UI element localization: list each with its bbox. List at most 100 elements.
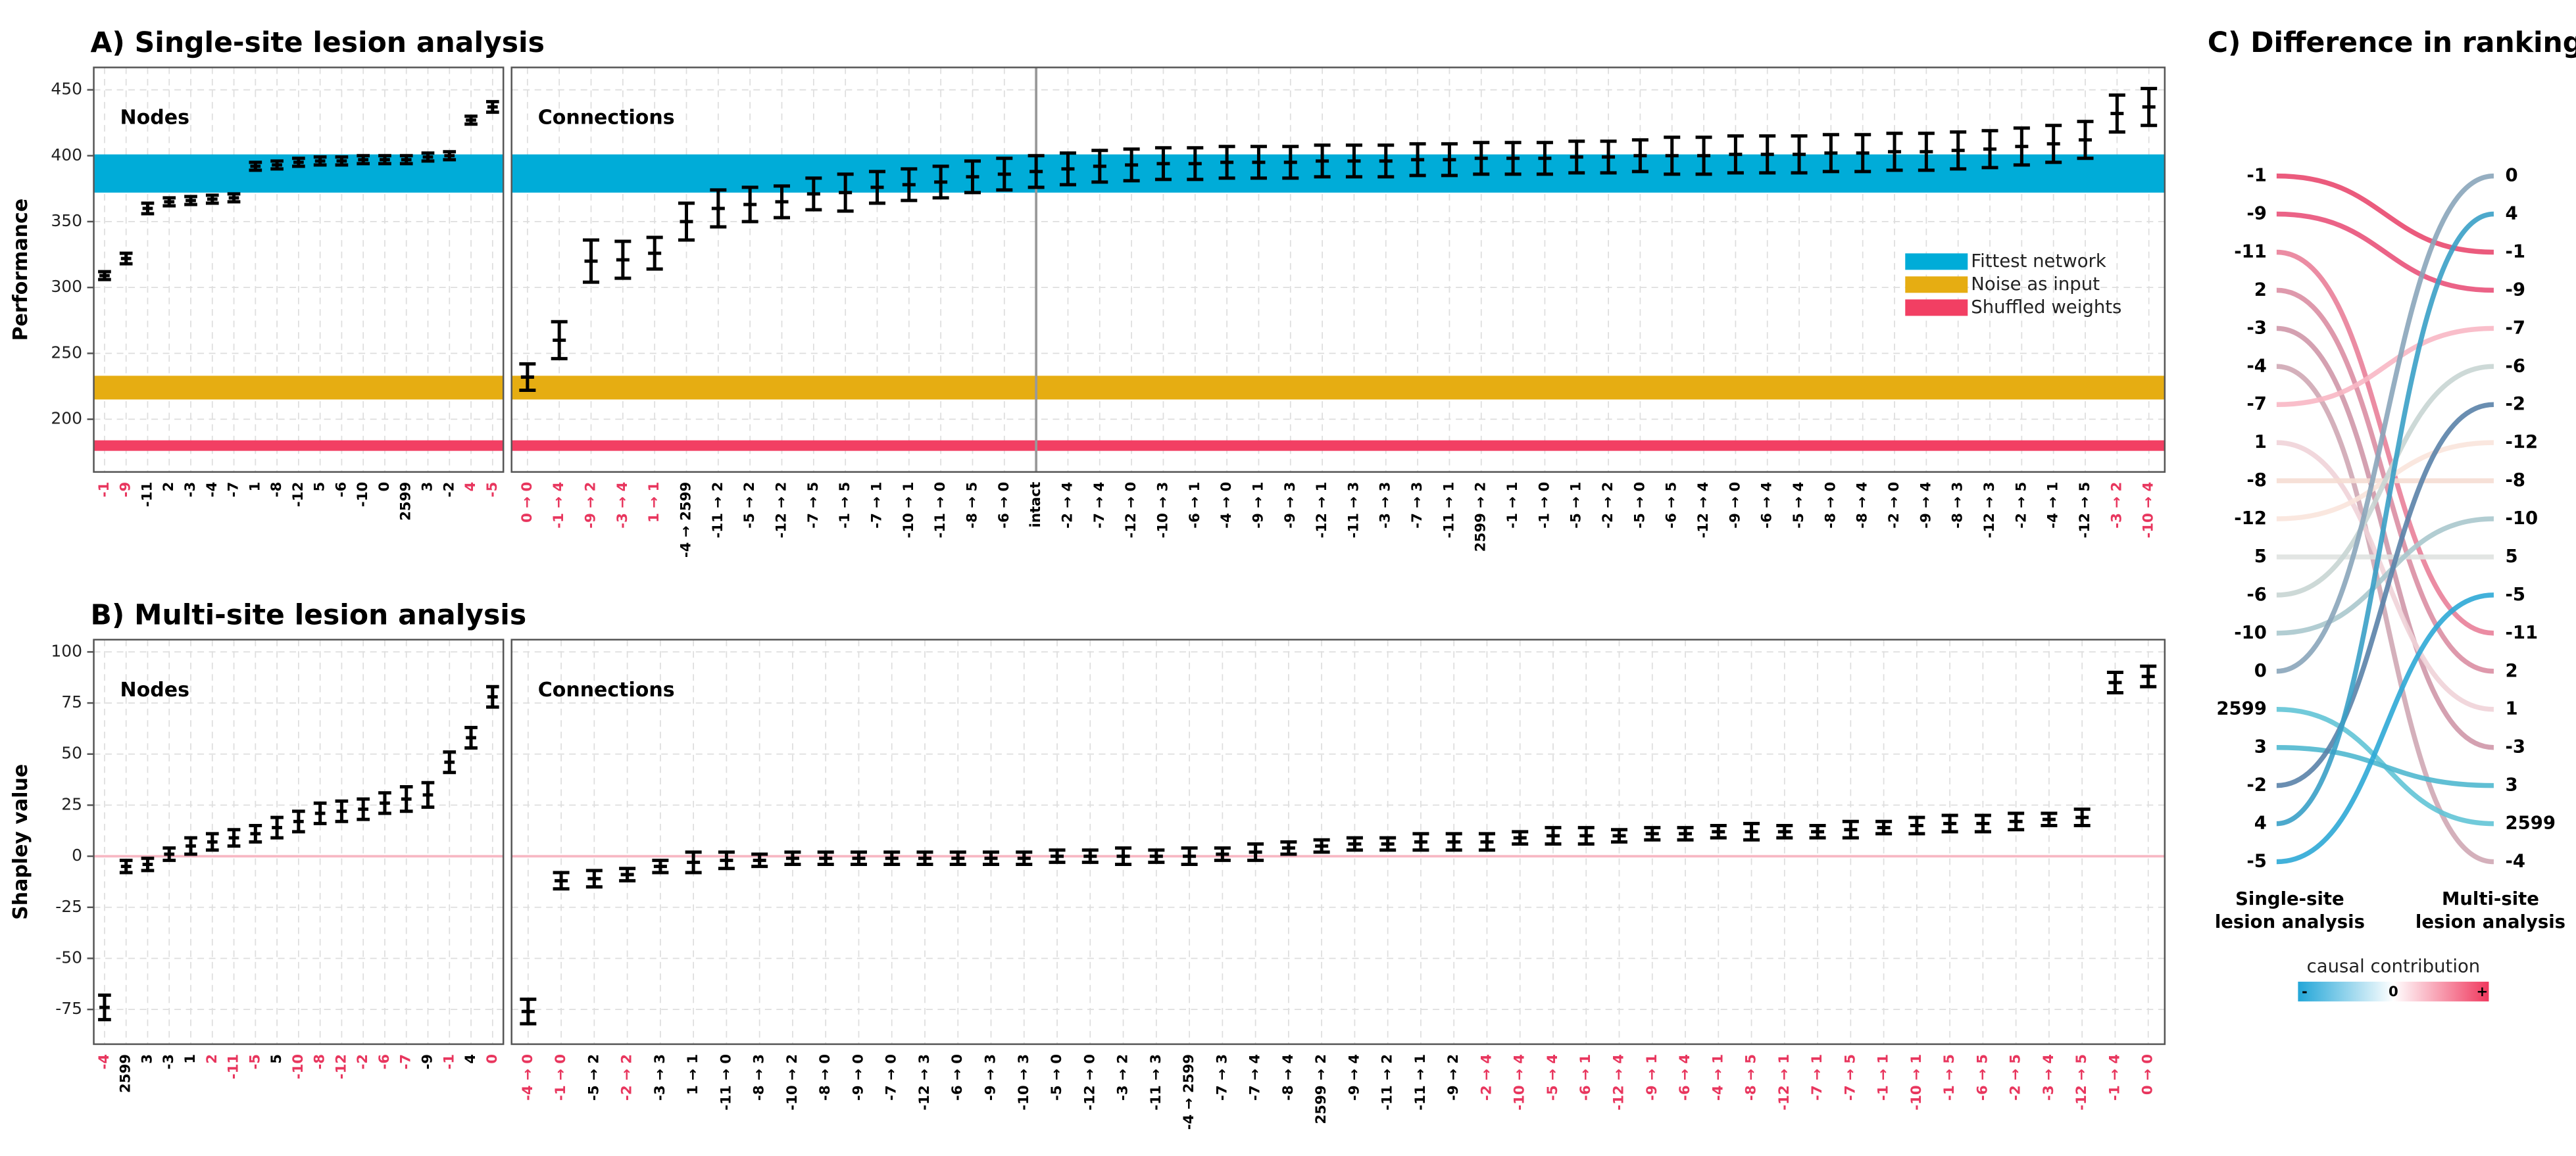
error-bar — [718, 850, 735, 871]
error-bar — [1644, 826, 1661, 842]
x-tick-label: 5 — [312, 482, 328, 492]
x-tick-label: -1 → 5 — [1941, 1054, 1958, 1101]
x-tick-label: -1 — [96, 482, 112, 498]
error-bar — [585, 869, 603, 889]
error-bar — [1664, 135, 1681, 176]
error-bar — [162, 846, 176, 862]
error-bar — [205, 193, 219, 205]
x-tick-label: -11 → 1 — [1412, 1054, 1429, 1111]
colorbar-label: + — [2477, 984, 2489, 1000]
x-tick-label: -2 → 5 — [2013, 482, 2029, 529]
x-tick-label: intact — [1028, 482, 1044, 528]
x-tick-label: -10 → 1 — [1908, 1054, 1925, 1111]
x-tick-label: -5 → 0 — [1631, 482, 1648, 529]
error-bar — [1950, 130, 1967, 171]
left-rank-label: 1 — [2254, 431, 2267, 452]
left-rank-label: -9 — [2246, 203, 2267, 224]
x-tick-label: -12 → 1 — [1314, 482, 1330, 539]
error-bar — [1280, 840, 1297, 856]
error-bar — [1809, 823, 1826, 840]
error-bar — [227, 192, 241, 204]
plot-frame — [510, 638, 2166, 1046]
y-tick-label: 200 — [51, 409, 82, 428]
error-bar — [1247, 842, 1264, 862]
x-tick-label: -5 → 4 — [1791, 482, 1807, 529]
legend-label: Fittest network — [1971, 251, 2106, 272]
x-tick-label: -6 → 5 — [1974, 1054, 1991, 1101]
error-bar — [141, 201, 155, 216]
left-rank-label: -3 — [2246, 317, 2267, 338]
error-bar — [1842, 819, 1859, 840]
x-tick-label: 4 — [462, 1054, 479, 1064]
x-tick-label: -1 — [441, 1054, 457, 1070]
error-bar — [964, 159, 981, 195]
left-column-title: lesion analysis — [2215, 911, 2365, 932]
colorbar-title: causal contribution — [2307, 955, 2481, 976]
x-tick-label: -4 — [96, 1054, 112, 1070]
error-bar — [1218, 145, 1235, 180]
right-rank-label: -4 — [2505, 851, 2525, 872]
x-tick-label: -12 → 5 — [2073, 1054, 2090, 1111]
error-bar — [162, 196, 176, 208]
x-tick-label: -6 — [333, 482, 349, 498]
rank-link — [2276, 211, 2494, 293]
y-tick-label: 250 — [51, 343, 82, 362]
x-tick-label: -2 → 2 — [619, 1054, 635, 1101]
error-bar — [1181, 846, 1198, 867]
x-tick-label: -9 → 0 — [1727, 482, 1743, 529]
error-bar — [2041, 811, 2058, 827]
error-bar — [335, 799, 349, 823]
y-tick-label: 50 — [61, 744, 82, 763]
error-bar — [1875, 819, 1893, 836]
error-bar — [519, 362, 536, 392]
error-bar — [378, 154, 391, 166]
x-tick-label: -4 → 0 — [1218, 482, 1235, 529]
error-bar — [784, 850, 801, 867]
colorbar-label: 0 — [2389, 984, 2398, 1000]
left-rank-label: 0 — [2254, 660, 2267, 681]
y-tick-label: -25 — [55, 897, 82, 916]
colorbar-label: - — [2302, 984, 2308, 1000]
x-tick-label: -6 → 1 — [1187, 482, 1203, 529]
error-bar — [1409, 142, 1426, 178]
x-tick-label: -4 → 2599 — [1181, 1054, 1197, 1130]
left-rank-label: -12 — [2234, 508, 2267, 529]
x-tick-label: 2 — [161, 482, 177, 492]
left-rank-label: -2 — [2246, 775, 2267, 796]
y-tick-label: 0 — [72, 846, 82, 865]
error-bar — [270, 159, 284, 171]
x-tick-label: -7 → 3 — [1214, 1054, 1230, 1101]
error-bar — [1445, 832, 1462, 852]
error-bar — [850, 850, 867, 867]
error-bar — [949, 850, 966, 867]
panel-title: B) Multi-site lesion analysis — [91, 599, 527, 631]
error-bar — [619, 867, 636, 882]
x-tick-label: -5 → 4 — [1545, 1054, 1561, 1101]
x-tick-label: -6 → 4 — [1677, 1054, 1693, 1101]
x-tick-label: -12 → 3 — [1981, 482, 1998, 539]
colorbar — [2298, 981, 2489, 1001]
x-tick-label: -2 → 2 — [1600, 482, 1616, 529]
right-rank-label: -1 — [2505, 241, 2525, 262]
x-tick-label: -12 → 5 — [2077, 482, 2093, 539]
error-bar — [1854, 133, 1871, 174]
error-bar — [520, 998, 537, 1026]
x-tick-label: -10 → 4 — [1512, 1054, 1528, 1111]
error-bar — [443, 150, 457, 162]
left-rank-label: 2599 — [2216, 698, 2267, 719]
x-tick-label: 1 — [182, 1054, 199, 1064]
x-tick-label: -7 — [226, 482, 242, 498]
x-tick-label: -2 → 4 — [1059, 482, 1076, 529]
x-tick-label: 0 → 0 — [519, 482, 535, 523]
x-tick-label: 5 — [268, 1054, 285, 1064]
error-bar — [1049, 848, 1066, 864]
x-tick-label: -8 → 3 — [1950, 482, 1966, 529]
right-rank-label: 1 — [2505, 698, 2517, 719]
error-bar — [2140, 664, 2157, 688]
error-bar — [2141, 87, 2158, 128]
error-bar — [1379, 836, 1397, 852]
error-bar — [1631, 138, 1648, 174]
right-rank-label: -5 — [2505, 584, 2525, 605]
error-bar — [1710, 823, 1727, 840]
x-tick-label: -4 → 1 — [2045, 482, 2062, 529]
